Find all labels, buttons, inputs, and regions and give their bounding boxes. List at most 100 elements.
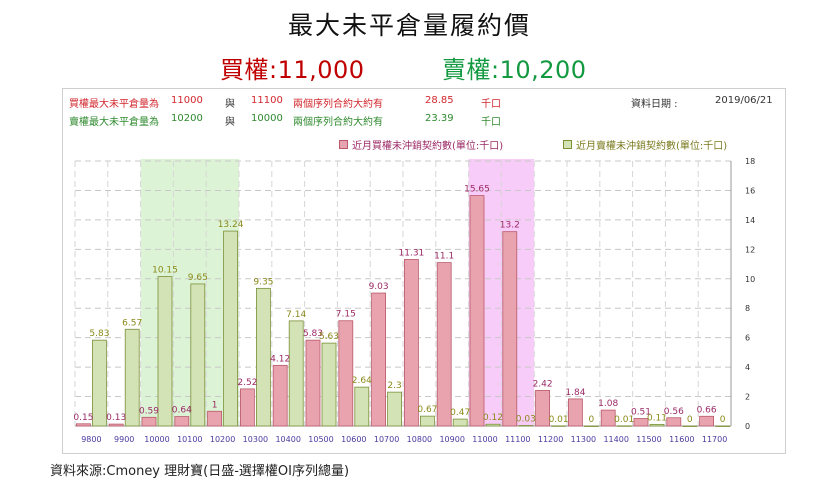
call-bar [207, 410, 223, 427]
call-value-label: 15.65 [464, 185, 490, 195]
legend-call-label: 近月買權未沖銷契約數(單位:千口) [352, 141, 504, 152]
call-info-mid: 兩個序列合約大約有 [293, 99, 383, 110]
x-tick-label: 11100 [505, 435, 530, 444]
call-bar [469, 195, 485, 427]
put-value-label: 13.24 [218, 220, 244, 230]
put-value-label: 5.83 [89, 329, 109, 339]
y-tick-label: 14 [745, 216, 755, 225]
date-value: 2019/06/21 [715, 95, 773, 106]
call-value-label: 1.84 [565, 388, 585, 398]
call-value-label: 4.12 [270, 354, 290, 364]
y-tick-label: 0 [745, 422, 750, 431]
put-value-label: 0 [687, 415, 693, 425]
put-bar [452, 418, 468, 427]
oi-bar-chart: 0246810121416180.155.8398000.136.5799000… [73, 157, 755, 444]
put-bar [649, 423, 665, 427]
put-bar [682, 425, 698, 427]
put-info-amount: 23.39 [425, 113, 454, 124]
date-label: 資料日期 : [631, 99, 678, 110]
put-bar [91, 339, 107, 427]
x-tick-label: 11200 [538, 435, 563, 444]
x-tick-label: 11500 [636, 435, 661, 444]
call-bar [699, 415, 714, 427]
put-info-unit: 千口 [481, 117, 501, 128]
call-value-label: 0.13 [106, 413, 126, 423]
put-max-strike: 賣權:10,200 [442, 56, 587, 84]
x-tick-label: 11400 [603, 435, 628, 444]
x-tick-label: 11300 [571, 435, 596, 444]
call-bar [75, 423, 91, 427]
call-value-label: 2.42 [533, 379, 553, 389]
call-value-label: 0.66 [697, 405, 717, 415]
call-info-and: 與 [225, 99, 235, 110]
put-value-label: 6.57 [122, 318, 142, 328]
put-value-label: 0.01 [549, 415, 569, 425]
chart-panel: 買權最大未平倉量為 11000 與 11100 兩個序列合約大約有 28.85 … [62, 88, 786, 454]
put-bar [157, 276, 173, 427]
call-max-strike: 買權:11,000 [220, 56, 365, 84]
y-tick-label: 16 [745, 186, 755, 195]
put-info-strike1: 10200 [171, 113, 203, 124]
put-bar [715, 425, 730, 427]
x-tick-label: 10500 [308, 435, 333, 444]
call-bar [239, 388, 255, 427]
call-value-label: 0.56 [664, 407, 684, 417]
call-value-label: 13.2 [500, 221, 520, 231]
call-info-label: 買權最大未平倉量為 [69, 99, 159, 110]
x-tick-label: 9900 [114, 435, 134, 444]
put-value-label: 10.15 [152, 266, 178, 276]
y-tick-label: 2 [745, 393, 750, 402]
call-value-label: 1.08 [598, 399, 618, 409]
call-bar [600, 409, 616, 427]
put-bar [485, 423, 501, 427]
put-bar [584, 425, 599, 427]
x-tick-label: 10800 [407, 435, 432, 444]
put-value-label: 0.67 [417, 405, 437, 415]
legend-put-swatch [563, 140, 572, 149]
call-value-label: 1 [212, 400, 218, 410]
call-bar [403, 259, 419, 427]
put-bar [321, 342, 337, 427]
data-source-note: 資料來源:Cmoney 理財寶(日盛-選擇權OI序列總量) [50, 464, 350, 479]
put-value-label: 9.35 [253, 277, 273, 287]
legend-put: 近月賣權未沖銷契約數(單位:千口) [563, 137, 727, 152]
call-info-amount: 28.85 [425, 95, 454, 106]
chart-title: 最大未平倉量履約價 [287, 11, 531, 40]
call-info-unit: 千口 [481, 99, 501, 110]
call-bar [535, 389, 551, 427]
put-value-label: 0.47 [450, 408, 470, 418]
x-tick-label: 11600 [669, 435, 694, 444]
call-value-label: 9.03 [369, 282, 389, 292]
x-tick-label: 9800 [81, 435, 101, 444]
put-value-label: 7.14 [286, 310, 306, 320]
call-bar [666, 417, 682, 427]
call-bar [108, 423, 124, 427]
x-tick-label: 10100 [177, 435, 202, 444]
call-value-label: 0.51 [631, 407, 651, 417]
call-value-label: 7.15 [336, 310, 356, 320]
put-bar [255, 287, 271, 427]
call-value-label: 0.64 [172, 406, 192, 416]
x-tick-label: 10000 [144, 435, 169, 444]
call-value-label: 2.52 [237, 378, 257, 388]
call-bar [502, 231, 518, 427]
call-bar [436, 262, 452, 427]
legend-call-swatch [339, 140, 348, 149]
x-tick-label: 10300 [243, 435, 268, 444]
put-value-label: 0.01 [614, 415, 634, 425]
put-bar [616, 425, 632, 427]
put-bar [190, 283, 206, 427]
call-bar [272, 364, 288, 427]
put-value-label: 0.03 [516, 415, 536, 425]
put-value-label: 2.64 [352, 376, 372, 386]
call-info-strike2: 11100 [251, 95, 283, 106]
put-bar [551, 425, 567, 427]
call-value-label: 11.31 [399, 248, 425, 258]
call-value-label: 0.59 [139, 406, 159, 416]
put-info-and: 與 [225, 117, 235, 128]
legend-call: 近月買權未沖銷契約數(單位:千口) [339, 137, 503, 152]
put-value-label: 0 [720, 415, 726, 425]
put-bar [124, 328, 140, 427]
call-bar [141, 416, 157, 427]
legend-put-label: 近月賣權未沖銷契約數(單位:千口) [576, 141, 728, 152]
